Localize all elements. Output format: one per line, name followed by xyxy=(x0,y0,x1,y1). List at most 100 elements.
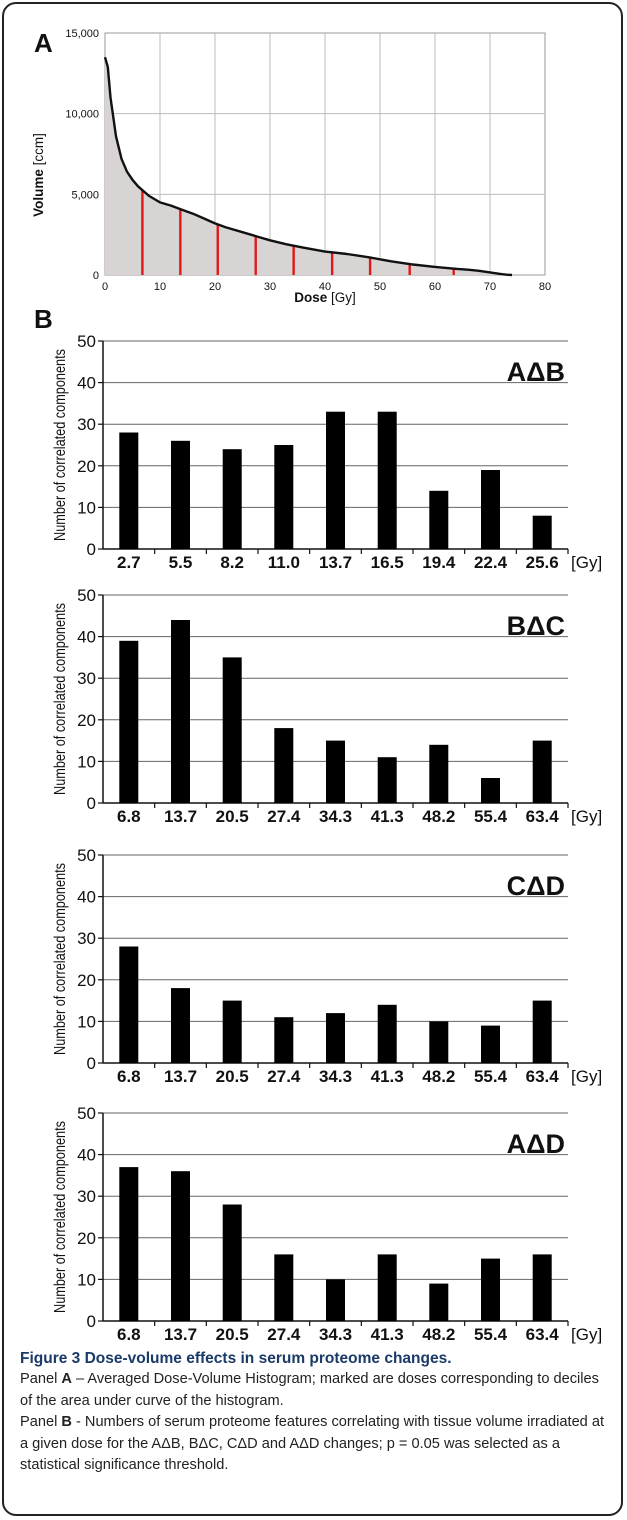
bar-chart-xtick-label: 48.2 xyxy=(422,807,455,826)
bar-chart-xtick-label: 16.5 xyxy=(371,553,404,572)
panel-a-ytick-label: 10,000 xyxy=(65,109,99,121)
panel-a-letter: A xyxy=(34,28,53,58)
bar-chart-xtick-label: 55.4 xyxy=(474,807,508,826)
bar xyxy=(119,1167,139,1321)
bar-chart-ytick-label: 10 xyxy=(77,752,96,771)
bar-chart-ytick-label: 20 xyxy=(77,457,96,476)
figure-caption: Figure 3 Dose-volume effects in serum pr… xyxy=(20,1348,610,1476)
panel-a-xtick-label: 70 xyxy=(484,281,496,293)
bar xyxy=(481,1025,500,1063)
bar-chart-xtick-label: 2.7 xyxy=(117,553,141,572)
panel-a-xtick-label: 0 xyxy=(102,281,108,293)
figure-canvas: A Volume [ccm] Dose [Gy] 0 5,000 10,000 15,… xyxy=(31,28,602,1344)
panel-a-xtick-label: 30 xyxy=(264,281,276,293)
bar xyxy=(326,740,345,803)
bar-chart-ytick-label: 20 xyxy=(77,711,96,730)
bar-chart-xtick-label: 13.7 xyxy=(164,1067,197,1086)
bar-chart-xtick-label: 27.4 xyxy=(267,1067,301,1086)
bar-chart-ytick-label: 50 xyxy=(77,586,96,605)
bar-chart-xtick-label: 13.7 xyxy=(164,807,197,826)
panel-b-plots: 0 10 20 30 40 50 Number of correlated componen… xyxy=(52,332,602,1344)
panel-a-ytick-label: 15,000 xyxy=(65,28,99,40)
panel-a-xtick-label: 50 xyxy=(374,281,386,293)
bar-chart-ytick-label: 40 xyxy=(77,374,96,393)
bar-chart-xtick-label: 11.0 xyxy=(268,553,300,572)
panel-b-letter: B xyxy=(34,304,53,334)
bar-chart-xtick-label: 41.3 xyxy=(371,1067,404,1086)
bar-chart-xtick-label: 20.5 xyxy=(216,1325,249,1344)
bar-chart-title: AΔD xyxy=(507,1129,565,1159)
bar-chart-ytick-label: 50 xyxy=(77,846,96,865)
bar-chart-ytick-label: 0 xyxy=(87,540,96,559)
bar-chart-xtick-label: 34.3 xyxy=(319,807,352,826)
bar-chart-1: 0 10 20 30 40 50 Number of correlated componen… xyxy=(52,332,602,572)
bar xyxy=(222,1204,242,1321)
bar-chart-xtick-label: 13.7 xyxy=(164,1325,197,1344)
bar-chart-ytick-label: 30 xyxy=(77,669,96,688)
bar-chart-ytick-label: 10 xyxy=(77,1270,96,1289)
panel-a-ytick-label: 0 xyxy=(93,270,99,282)
bar xyxy=(377,1254,397,1321)
caption-title: Figure 3 Dose-volume effects in serum pr… xyxy=(20,1350,452,1367)
bar-chart-xtick-label: 8.2 xyxy=(220,553,244,572)
bar xyxy=(326,1013,345,1063)
bar-chart-xtick-label: 13.7 xyxy=(319,553,352,572)
bar xyxy=(377,1004,397,1063)
panel-a-xtick-label: 60 xyxy=(429,281,441,293)
bar xyxy=(326,1279,345,1321)
bar xyxy=(119,432,139,549)
bar xyxy=(222,657,242,803)
bar-chart-xtick-label: 27.4 xyxy=(267,807,301,826)
bar-chart-ytick-label: 30 xyxy=(77,415,96,434)
panel-a-xtick-label: 80 xyxy=(539,281,551,293)
bar-chart-ytick-label: 10 xyxy=(77,498,96,517)
panel-a-plot: 0 5,000 10,000 15,000 0 10 20 30 40 50 60 70 80 xyxy=(65,28,551,293)
bar xyxy=(274,1254,294,1321)
bar-chart-unit-label: [Gy] xyxy=(571,807,602,826)
panel-a-xlabel: Dose [Gy] xyxy=(294,290,356,305)
bar-chart-ytick-label: 40 xyxy=(77,1146,96,1165)
bar-chart-title: BΔC xyxy=(507,611,565,641)
bar-chart-ytick-label: 40 xyxy=(77,628,96,647)
bar xyxy=(274,445,294,549)
panel-a-dvh-line xyxy=(103,56,513,277)
bar-chart-xtick-label: 6.8 xyxy=(117,807,141,826)
bar-chart-xtick-label: 6.8 xyxy=(117,1325,141,1344)
bar-chart-xtick-label: 5.5 xyxy=(169,553,193,572)
bar xyxy=(429,490,449,549)
bar-chart-ytick-label: 30 xyxy=(77,929,96,948)
bar-chart-xtick-label: 19.4 xyxy=(422,553,456,572)
bar-chart-ylabel: Number of correlated components xyxy=(52,603,69,795)
bar-chart-xtick-label: 34.3 xyxy=(319,1067,352,1086)
bar xyxy=(326,411,345,549)
bar xyxy=(532,1000,552,1063)
bar-chart-title: AΔB xyxy=(507,357,565,387)
bar-chart-xtick-label: 63.4 xyxy=(526,1325,560,1344)
bar xyxy=(481,1258,500,1321)
bar-chart-xtick-label: 6.8 xyxy=(117,1067,141,1086)
bar xyxy=(274,728,294,803)
bar-chart-4: 0 10 20 30 40 50 Number of correlated componen… xyxy=(52,1104,602,1344)
bar-chart-ylabel: Number of correlated components xyxy=(52,1121,69,1313)
bar xyxy=(171,620,190,803)
bar xyxy=(429,744,449,803)
bar-chart-xtick-label: 27.4 xyxy=(267,1325,301,1344)
bar-chart-ytick-label: 0 xyxy=(87,1054,96,1073)
bar-chart-3: 0 10 20 30 40 50 Number of correlated componen… xyxy=(52,846,602,1086)
bar xyxy=(481,778,500,803)
bar-chart-ytick-label: 50 xyxy=(77,1104,96,1123)
bar xyxy=(222,449,242,549)
bar xyxy=(532,1254,552,1321)
bar-chart-xtick-label: 25.6 xyxy=(526,553,559,572)
caption-panel-b: Panel B - Numbers of serum proteome feat… xyxy=(20,1414,605,1474)
bar-chart-xtick-label: 48.2 xyxy=(422,1067,455,1086)
bar-chart-xtick-label: 63.4 xyxy=(526,1067,560,1086)
bar-chart-unit-label: [Gy] xyxy=(571,553,602,572)
bar-chart-xtick-label: 63.4 xyxy=(526,807,560,826)
bar-chart-xtick-label: 34.3 xyxy=(319,1325,352,1344)
bar-chart-unit-label: [Gy] xyxy=(571,1067,602,1086)
bar-chart-xtick-label: 41.3 xyxy=(371,807,404,826)
bar-chart-2: 0 10 20 30 40 50 Number of correlated componen… xyxy=(52,586,602,826)
bar xyxy=(481,470,500,549)
bar-chart-xtick-label: 55.4 xyxy=(474,1067,508,1086)
